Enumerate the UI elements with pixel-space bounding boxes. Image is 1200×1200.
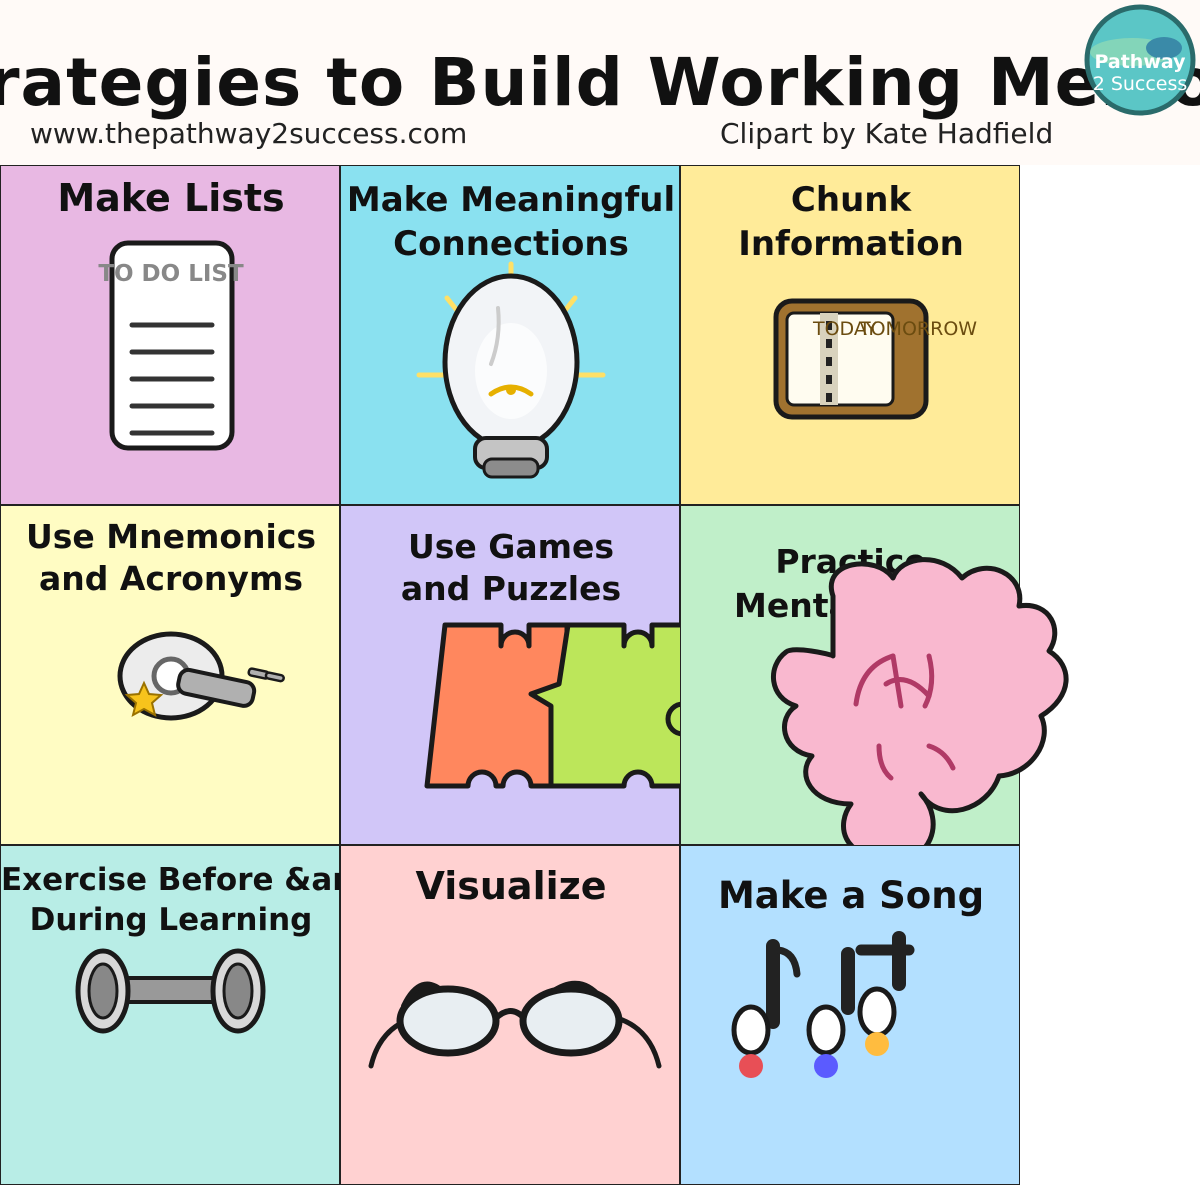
cell-title-line: Chunk [790,180,912,220]
cell-title-line: During Learning [29,902,313,938]
light-bulb-icon [416,261,606,479]
cell-title: Use Games and Puzzles [341,526,681,610]
page-title: Strategies to Build Working Memory [0,44,1200,121]
planner-book-icon [773,298,929,420]
cell-title: Make Lists [1,176,341,222]
clipart-credit: Clipart by Kate Hadfield [720,117,1054,150]
cell-mnemonics: Use Mnemonics and Acronyms [0,505,340,845]
cell-exercise: Exercise Before &amp;amp; During Learnin… [0,845,487,1185]
pathway-logo-icon: Pathway 2 Success [1084,4,1196,116]
brain-icon [771,557,1069,862]
cell-make-connections: Make Meaningful Connections [340,165,680,505]
header: Strategies to Build Working Memory www.t… [0,0,1200,165]
cell-title-line: Information [738,224,964,264]
strategy-grid: Make Lists TO DO LIST Make Meaningful Co… [0,165,1069,1185]
to-do-list-caption: TO DO LIST [98,261,244,287]
glasses-icon [368,980,662,1069]
cell-mental-math: Practice Mental Math [680,505,1069,862]
cell-make-a-song: Make a Song [680,845,1020,1185]
cell-visualize: Visualize [340,845,680,1185]
cell-title-line: Make Lists [57,176,285,220]
cell-title-line: Connections [393,224,629,264]
cell-title-line: and Puzzles [400,569,622,608]
logo-text-1: Pathway [1094,51,1186,73]
cell-title-line: Make a Song [717,874,985,917]
website-url[interactable]: www.thepathway2success.com [30,117,468,150]
cell-title: Make Meaningful Connections [341,178,681,266]
planner-caption-today: TODAY [813,318,877,340]
cell-title: Visualize [341,864,681,910]
cell-title-line: Use Games [407,527,615,566]
logo-text-2: 2 Success [1093,73,1188,95]
cell-title-line: Visualize [415,864,607,908]
music-notes-icon [731,931,915,1078]
cell-make-lists: Make Lists TO DO LIST [0,165,340,505]
cell-title-line: and Acronyms [39,559,303,598]
dumbbell-icon [75,948,266,1034]
cell-title-line: Make Meaningful [346,180,676,220]
cell-games-puzzles: Use Games and Puzzles [340,505,730,845]
planner-caption-tomorrow: TOMORROW [859,318,978,340]
to-do-list-icon [109,240,235,451]
key-ring-icon [117,631,285,721]
cell-title: Chunk Information [681,178,1021,266]
cell-title: Make a Song [681,874,1021,918]
cell-chunk-information: Chunk Information TODAY TOMORROW [680,165,1020,505]
cell-title: Use Mnemonics and Acronyms [1,516,341,600]
cell-title-line: Use Mnemonics [25,517,317,556]
